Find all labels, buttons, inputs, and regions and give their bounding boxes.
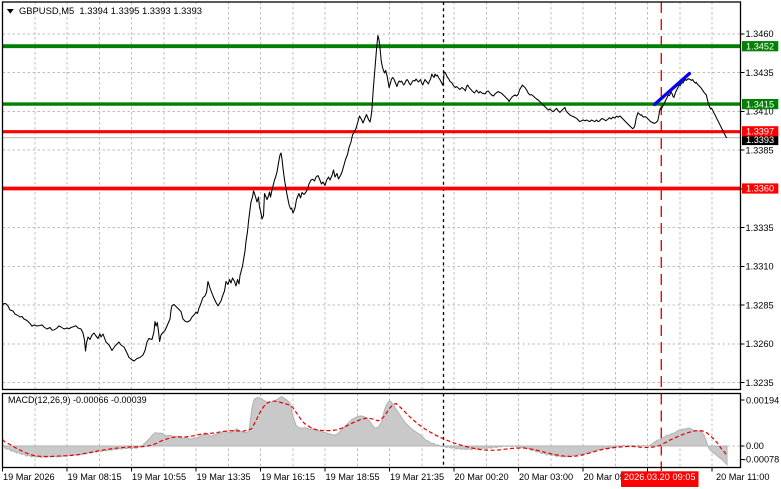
svg-text:0.00: 0.00 [746, 441, 764, 451]
svg-text:1.3260: 1.3260 [746, 339, 774, 349]
svg-text:1.3410: 1.3410 [746, 107, 774, 117]
svg-text:1.3415: 1.3415 [746, 99, 774, 109]
svg-text:GBPUSD,M5 1.3394 1.3395 1.339: GBPUSD,M5 1.3394 1.3395 1.3393 1.3393 [19, 5, 202, 16]
svg-text:0.00194: 0.00194 [746, 395, 779, 405]
svg-text:19 Mar 16:15: 19 Mar 16:15 [261, 472, 315, 482]
svg-text:1.3285: 1.3285 [746, 300, 774, 310]
svg-text:20 Mar 05:40: 20 Mar 05:40 [584, 472, 638, 482]
svg-text:-0.00078: -0.00078 [743, 455, 779, 465]
svg-text:19 Mar 2026: 19 Mar 2026 [3, 472, 55, 482]
svg-text:1.3235: 1.3235 [746, 378, 774, 388]
svg-text:1.3460: 1.3460 [746, 29, 774, 39]
svg-text:19 Mar 10:55: 19 Mar 10:55 [132, 472, 186, 482]
svg-text:1.3360: 1.3360 [746, 184, 774, 194]
svg-text:20 Mar 11:00: 20 Mar 11:00 [716, 472, 769, 482]
svg-text:20 Mar 03:00: 20 Mar 03:00 [519, 472, 573, 482]
svg-text:1.3397: 1.3397 [746, 127, 774, 137]
svg-text:MACD(12,26,9) -0.00066 -0.0003: MACD(12,26,9) -0.00066 -0.00039 [8, 395, 147, 405]
svg-text:1.3435: 1.3435 [746, 68, 774, 78]
svg-text:1.3385: 1.3385 [746, 145, 774, 155]
svg-text:19 Mar 21:35: 19 Mar 21:35 [390, 472, 444, 482]
svg-text:20 Mar 00:20: 20 Mar 00:20 [455, 472, 509, 482]
svg-text:19 Mar 18:55: 19 Mar 18:55 [326, 472, 380, 482]
svg-text:19 Mar 13:35: 19 Mar 13:35 [197, 472, 251, 482]
svg-text:19 Mar 08:15: 19 Mar 08:15 [68, 472, 122, 482]
svg-text:1.3452: 1.3452 [746, 41, 774, 51]
svg-text:1.3310: 1.3310 [746, 262, 774, 272]
svg-text:2026.03.20 09:05: 2026.03.20 09:05 [624, 472, 696, 482]
svg-text:1.3335: 1.3335 [746, 223, 774, 233]
svg-text:1.3393: 1.3393 [746, 135, 774, 145]
